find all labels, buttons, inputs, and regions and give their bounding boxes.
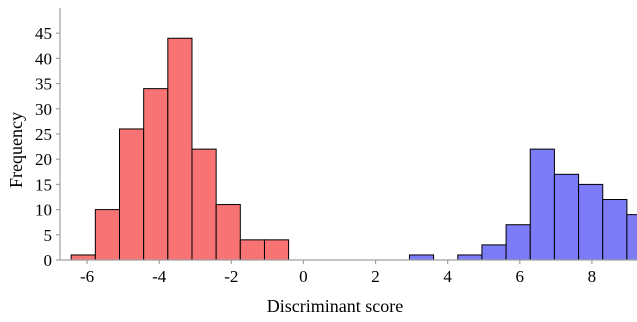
y-tick-label: 35 xyxy=(35,75,52,94)
y-tick-label: 5 xyxy=(44,226,53,245)
x-tick-label: 0 xyxy=(299,267,308,286)
x-tick-label: 8 xyxy=(588,267,597,286)
y-tick-label: 45 xyxy=(35,24,52,43)
histogram-bar-series1-bin5 xyxy=(529,148,555,261)
x-tick-label: 6 xyxy=(516,267,525,286)
histogram-bar-series0-bin5 xyxy=(191,148,217,261)
x-tick-label: 2 xyxy=(371,267,380,286)
axes-layer: 0 5 10 15 20 25 30 35 40 45 -6 -4 -2 0 2 4 6 8 xyxy=(35,8,637,286)
y-axis-title: Frequency xyxy=(6,112,26,188)
histogram-bar-series1-bin2 xyxy=(457,254,483,261)
x-tick-label: -2 xyxy=(224,267,238,286)
histogram-bar-series1-bin8 xyxy=(602,199,628,261)
histogram-bar-series0-bin7 xyxy=(239,239,265,261)
histogram-bar-series1-bin0 xyxy=(408,254,435,261)
histogram-bar-series0-bin2 xyxy=(119,128,145,261)
y-tick-label: 20 xyxy=(35,150,52,169)
histogram-bar-series1-bin7 xyxy=(578,183,604,261)
histogram-bar-series1-bin9 xyxy=(626,214,637,261)
histogram-bar-series0-bin3 xyxy=(143,88,169,261)
x-tick-label: -6 xyxy=(80,267,94,286)
y-tick-label: 40 xyxy=(35,49,52,68)
histogram-bar-series0-bin1 xyxy=(94,209,121,261)
x-axis-title: Discriminant score xyxy=(267,296,403,316)
y-tick-label: 25 xyxy=(35,125,52,144)
y-tick-label: 0 xyxy=(44,251,53,270)
x-tick-label: -4 xyxy=(152,267,167,286)
y-tick-label: 15 xyxy=(35,175,52,194)
y-tick-label: 10 xyxy=(35,201,52,220)
histogram-bar-series0-bin0 xyxy=(70,254,96,261)
histogram-bar-series0-bin4 xyxy=(167,37,193,261)
histogram-bar-series0-bin6 xyxy=(215,204,241,261)
histogram-bar-series1-bin3 xyxy=(481,244,507,261)
histogram-bar-series1-bin4 xyxy=(505,224,531,261)
bars-layer xyxy=(70,37,637,261)
y-tick-label: 30 xyxy=(35,100,52,119)
histogram-bar-series1-bin6 xyxy=(553,173,580,261)
histogram-bar-series0-bin8 xyxy=(263,239,290,261)
x-tick-label: 4 xyxy=(443,267,452,286)
